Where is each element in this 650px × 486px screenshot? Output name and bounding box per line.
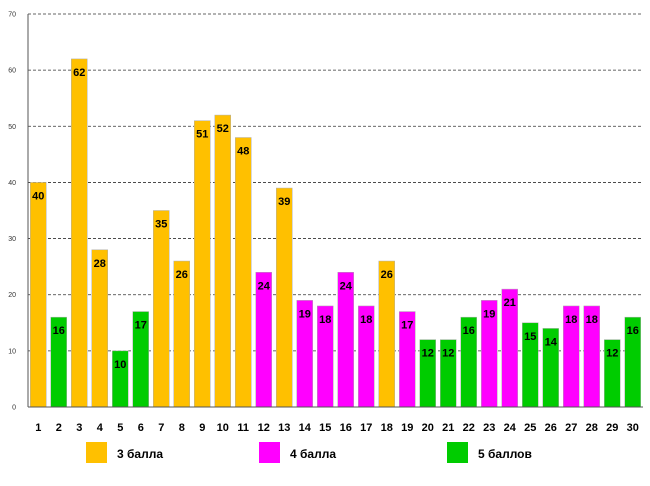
x-tick-label: 12: [258, 422, 270, 434]
bar-value-label: 19: [299, 308, 311, 320]
x-tick-label: 1: [35, 422, 41, 434]
x-tick-label: 28: [586, 422, 598, 434]
x-tick-label: 26: [545, 422, 557, 434]
y-axis-ticks: 0 10 20 30 40 50 60 70: [8, 12, 16, 412]
x-tick-label: 9: [199, 422, 205, 434]
bar-4: [91, 249, 108, 408]
x-tick-label: 16: [340, 422, 352, 434]
x-tick-label: 20: [422, 422, 434, 434]
bar-7: [153, 210, 170, 408]
bar-value-label: 21: [504, 297, 516, 309]
legend-swatch-4: [259, 442, 280, 463]
x-tick-label: 17: [360, 422, 372, 434]
x-tick-label: 23: [483, 422, 495, 434]
x-tick-label: 13: [278, 422, 290, 434]
bar-value-label: 17: [401, 320, 413, 332]
bar-10: [214, 114, 231, 408]
bar-value-label: 24: [340, 280, 353, 292]
bar-value-label: 24: [258, 280, 271, 292]
bar-value-label: 18: [360, 314, 372, 326]
bar-11: [235, 137, 252, 408]
x-tick-label: 8: [179, 422, 185, 434]
bar-value-label: 17: [135, 320, 147, 332]
y-tick-label: 20: [8, 292, 16, 299]
x-axis-ticks: 1 2 3 4 5 6 7 8 9 10 11 12 13 14 15 16 17 18 19 20 21 22 23 24 2…: [35, 422, 639, 434]
bar-value-label: 40: [32, 190, 44, 202]
bar-value-label: 15: [524, 331, 536, 343]
bar-value-label: 12: [606, 348, 618, 360]
bar-value-label: 10: [114, 359, 126, 371]
x-tick-label: 27: [565, 422, 577, 434]
bar-value-label: 12: [422, 348, 434, 360]
grid-lines: [28, 13, 643, 352]
y-tick-label: 0: [12, 405, 16, 412]
bar-value-labels: 40 16 62 28 10 17 35 26 51 52 48 24 39 19 18 24 18 26 17 12…: [32, 67, 639, 371]
x-tick-label: 24: [504, 422, 517, 434]
bar-8: [173, 260, 190, 408]
bar-1: [30, 182, 47, 408]
x-tick-label: 3: [76, 422, 82, 434]
bar-value-label: 16: [463, 325, 475, 337]
y-tick-label: 70: [8, 12, 16, 19]
y-tick-label: 60: [8, 68, 16, 75]
bar-12: [255, 272, 272, 408]
x-tick-label: 29: [606, 422, 618, 434]
bar-value-label: 48: [237, 146, 249, 158]
legend: 3 балла 4 балла 5 баллов: [86, 442, 532, 463]
bar-13: [276, 187, 293, 408]
bar-value-label: 12: [442, 348, 454, 360]
bar-value-label: 18: [565, 314, 577, 326]
legend-label-3: 3 балла: [117, 447, 163, 461]
y-tick-label: 50: [8, 124, 16, 131]
bar-value-label: 62: [73, 67, 85, 79]
bar-3: [71, 58, 88, 408]
bar-value-label: 28: [94, 258, 106, 270]
bar-value-label: 35: [155, 219, 167, 231]
x-tick-label: 15: [319, 422, 331, 434]
y-tick-label: 30: [8, 236, 16, 243]
bar-value-label: 16: [627, 325, 639, 337]
bar-value-label: 26: [176, 269, 188, 281]
x-tick-label: 11: [237, 422, 249, 434]
y-tick-label: 40: [8, 180, 16, 187]
bar-18: [378, 260, 395, 408]
x-tick-label: 2: [56, 422, 62, 434]
x-tick-label: 5: [117, 422, 123, 434]
legend-swatch-3: [86, 442, 107, 463]
y-tick-label: 10: [8, 348, 16, 355]
x-tick-label: 25: [524, 422, 536, 434]
x-tick-label: 10: [217, 422, 229, 434]
bar-value-label: 51: [196, 129, 208, 141]
bar-value-label: 16: [53, 325, 65, 337]
legend-label-5: 5 баллов: [478, 447, 532, 461]
x-tick-label: 4: [97, 422, 104, 434]
bar-16: [337, 272, 354, 408]
x-tick-label: 7: [158, 422, 164, 434]
legend-swatch-5: [447, 442, 468, 463]
x-tick-label: 19: [401, 422, 413, 434]
bar-value-label: 19: [483, 308, 495, 320]
x-tick-label: 14: [299, 422, 312, 434]
bar-value-label: 18: [586, 314, 598, 326]
bars: [30, 58, 641, 408]
bar-value-label: 18: [319, 314, 331, 326]
x-tick-label: 22: [463, 422, 475, 434]
bar-value-label: 39: [278, 196, 290, 208]
bar-value-label: 52: [217, 123, 229, 135]
x-tick-label: 21: [442, 422, 454, 434]
legend-label-4: 4 балла: [290, 447, 336, 461]
bar-9: [194, 120, 211, 408]
x-tick-label: 30: [627, 422, 639, 434]
bar-value-label: 14: [545, 336, 558, 348]
x-tick-label: 18: [381, 422, 393, 434]
bar-value-label: 26: [381, 269, 393, 281]
x-tick-label: 6: [138, 422, 144, 434]
